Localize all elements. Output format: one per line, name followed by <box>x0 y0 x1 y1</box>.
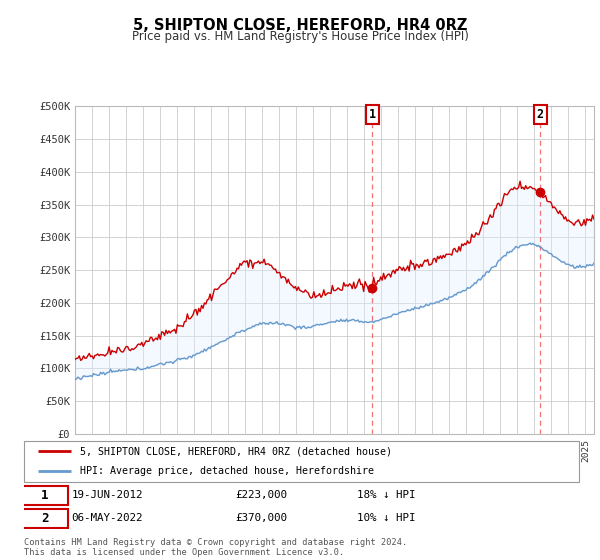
Text: 5, SHIPTON CLOSE, HEREFORD, HR4 0RZ: 5, SHIPTON CLOSE, HEREFORD, HR4 0RZ <box>133 18 467 33</box>
Text: 19-JUN-2012: 19-JUN-2012 <box>71 490 143 500</box>
Text: HPI: Average price, detached house, Herefordshire: HPI: Average price, detached house, Here… <box>79 466 373 476</box>
Text: 18% ↓ HPI: 18% ↓ HPI <box>357 490 415 500</box>
FancyBboxPatch shape <box>21 509 68 528</box>
Text: £223,000: £223,000 <box>235 490 287 500</box>
FancyBboxPatch shape <box>24 441 579 482</box>
Text: 1: 1 <box>41 489 49 502</box>
Text: Contains HM Land Registry data © Crown copyright and database right 2024.: Contains HM Land Registry data © Crown c… <box>24 538 407 547</box>
Text: £370,000: £370,000 <box>235 514 287 524</box>
Text: 2: 2 <box>537 109 544 122</box>
Text: Price paid vs. HM Land Registry's House Price Index (HPI): Price paid vs. HM Land Registry's House … <box>131 30 469 43</box>
Text: 2: 2 <box>41 512 49 525</box>
Text: 5, SHIPTON CLOSE, HEREFORD, HR4 0RZ (detached house): 5, SHIPTON CLOSE, HEREFORD, HR4 0RZ (det… <box>79 446 392 456</box>
Text: 1: 1 <box>369 109 376 122</box>
Text: 06-MAY-2022: 06-MAY-2022 <box>71 514 143 524</box>
FancyBboxPatch shape <box>21 486 68 505</box>
Text: This data is licensed under the Open Government Licence v3.0.: This data is licensed under the Open Gov… <box>24 548 344 557</box>
Text: 10% ↓ HPI: 10% ↓ HPI <box>357 514 415 524</box>
